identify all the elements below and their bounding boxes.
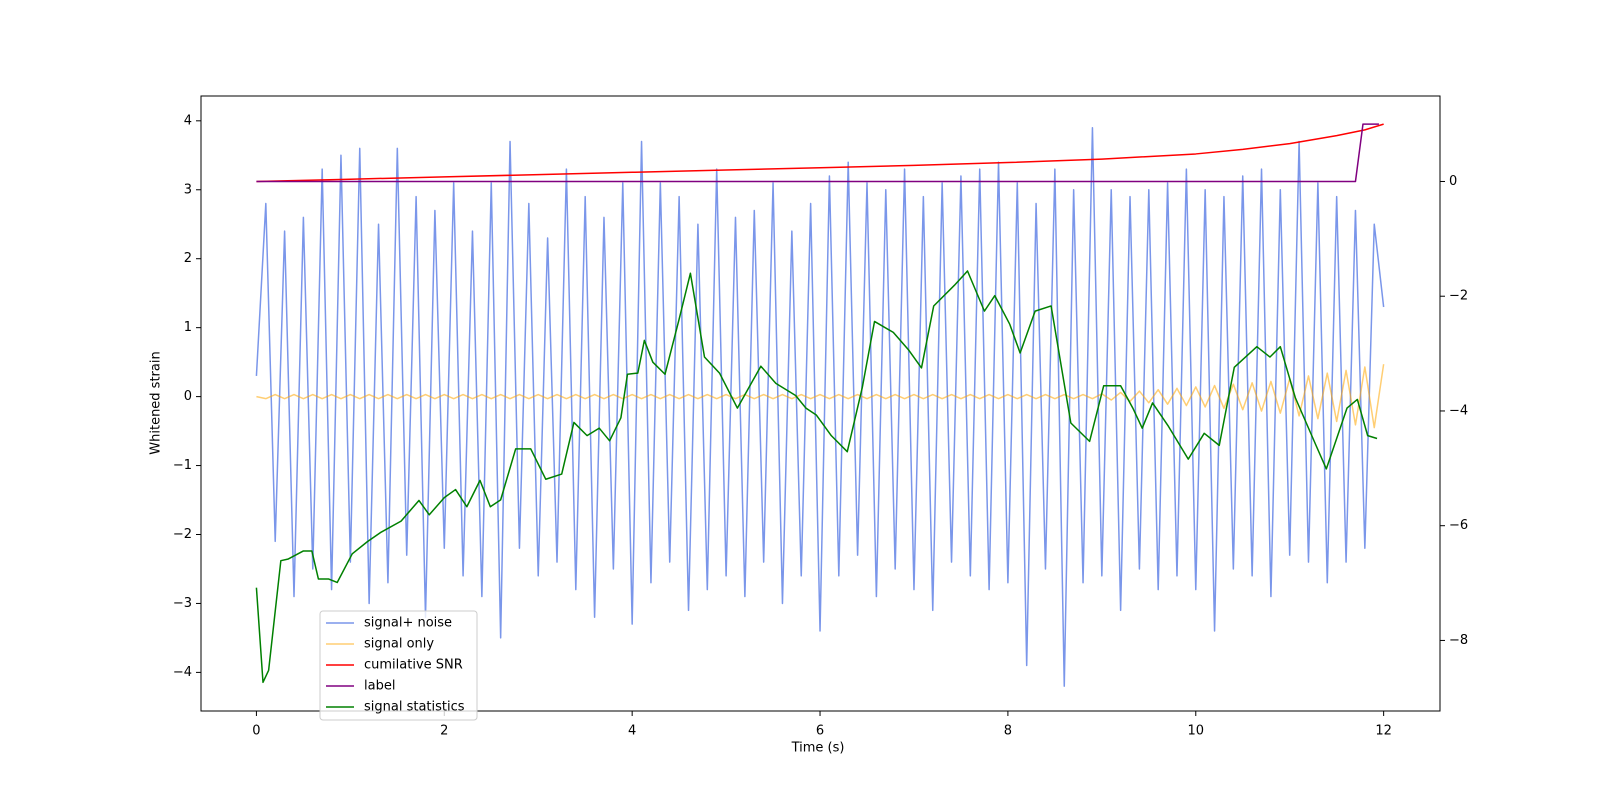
y2-tick-label: −2 (1449, 289, 1468, 304)
y-tick-label: −3 (173, 596, 192, 611)
x-tick-label: 10 (1187, 724, 1204, 739)
legend-label: label (364, 679, 395, 694)
y-tick-label: −4 (173, 665, 192, 680)
y-tick-label: 2 (184, 251, 192, 266)
series-line (256, 123, 1379, 183)
y-tick-label: −1 (173, 458, 192, 473)
x-tick-label: 0 (252, 724, 260, 739)
x-tick-label: 4 (628, 724, 636, 739)
series-line (255, 270, 1378, 684)
legend-label: signal+ noise (364, 616, 452, 631)
y-tick-label: −2 (173, 527, 192, 542)
y2-tick-label: 0 (1449, 174, 1457, 189)
legend-label: cumilative SNR (364, 658, 463, 673)
x-tick-label: 8 (1004, 724, 1012, 739)
x-axis-label: Time (s) (791, 741, 845, 756)
plot-frame (200, 95, 1441, 712)
series-line (256, 364, 1385, 429)
x-tick-label: 6 (816, 724, 824, 739)
x-tick-label: 12 (1375, 724, 1392, 739)
series-line (255, 126, 1385, 687)
y2-tick-label: −8 (1449, 633, 1468, 648)
legend-label: signal statistics (364, 700, 465, 715)
y-axis-label: Whitened strain (149, 351, 164, 454)
x-tick-label: 2 (440, 724, 448, 739)
legend-label: signal only (364, 637, 434, 652)
y-tick-label: 0 (184, 389, 192, 404)
legend-box (319, 610, 478, 721)
series-line (256, 123, 1384, 183)
y-tick-label: 1 (184, 320, 192, 335)
y2-tick-label: −6 (1449, 518, 1468, 533)
y-tick-label: 3 (184, 182, 192, 197)
y2-tick-label: −4 (1449, 403, 1468, 418)
y-tick-label: 4 (184, 113, 192, 128)
